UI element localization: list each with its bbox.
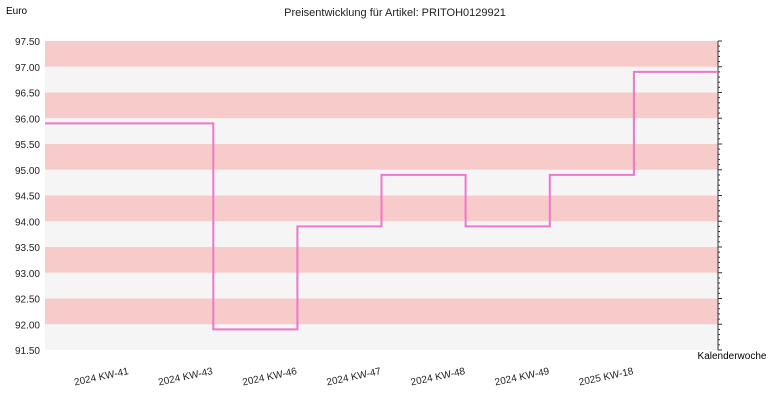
x-tick-label: 2025 KW-18 (578, 366, 635, 388)
x-tick-label: 2024 KW-43 (157, 366, 214, 388)
y-tick-label: 97.50 (15, 37, 40, 48)
grid-band (45, 92, 718, 119)
y-tick-label: 93.00 (15, 269, 40, 280)
x-axis-unit-label: Kalenderwoche (698, 351, 767, 362)
grid-band (45, 118, 718, 144)
grid-band (45, 324, 718, 350)
y-tick-label: 96.50 (15, 89, 40, 100)
y-tick-label: 95.00 (15, 166, 40, 177)
y-tick-label: 97.00 (15, 63, 40, 74)
y-axis: 91.50 92.00 92.50 93.00 93.50 94.00 94.50 95.00… (15, 37, 40, 357)
x-tick-label: 2024 KW-47 (326, 366, 383, 388)
y-axis-unit-label: Euro (6, 6, 28, 17)
y-tick-label: 91.50 (15, 346, 40, 357)
chart-title: Preisentwicklung für Artikel: PRITOH0129… (284, 7, 506, 19)
series-group (45, 70, 718, 331)
x-tick-label: 2024 KW-46 (242, 366, 299, 388)
y-tick-label: 94.00 (15, 217, 40, 228)
y-tick-label: 96.00 (15, 114, 40, 125)
grid-band (45, 41, 718, 67)
y-tick-label: 92.00 (15, 320, 40, 331)
grid-band (45, 66, 718, 93)
right-axis-ticks (717, 40, 722, 351)
x-tick-label: 2024 KW-41 (73, 366, 130, 388)
x-tick-label: 2024 KW-48 (410, 366, 467, 388)
grid-band (45, 144, 718, 170)
y-tick-label: 93.50 (15, 243, 40, 254)
grid-band (45, 272, 718, 299)
x-tick-label: 2024 KW-49 (494, 366, 551, 388)
background-bands (45, 41, 718, 350)
grid-band (45, 298, 718, 325)
x-axis: 2024 KW-41 2024 KW-43 2024 KW-46 2024 KW-47… (73, 366, 635, 388)
y-tick-label: 92.50 (15, 295, 40, 306)
y-tick-label: 94.50 (15, 192, 40, 203)
price-step-line (45, 70, 718, 331)
grid-band (45, 247, 718, 273)
y-tick-label: 95.50 (15, 140, 40, 151)
